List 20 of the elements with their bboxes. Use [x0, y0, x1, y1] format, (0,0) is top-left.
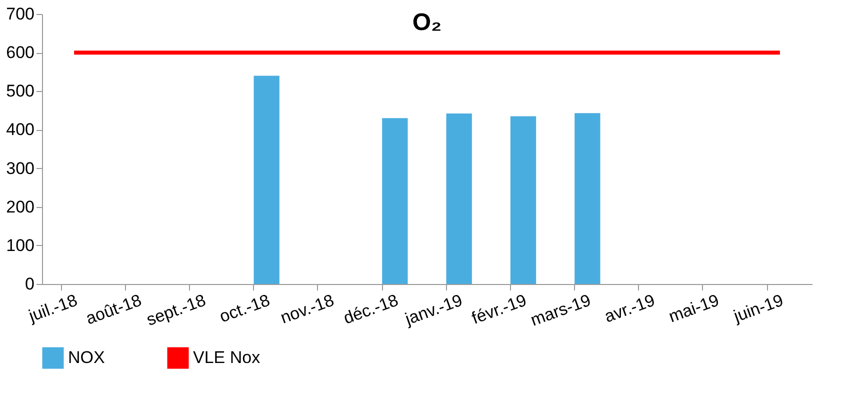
- x-tick-label: oct.-18: [217, 290, 272, 326]
- y-tick-label: 600: [6, 43, 34, 62]
- y-tick-label: 300: [6, 158, 34, 178]
- bar: [254, 76, 280, 284]
- y-tick-label: 200: [6, 197, 34, 216]
- x-tick-label: avr.-19: [602, 290, 658, 326]
- legend-label: NOX: [68, 348, 105, 367]
- chart-title: O₂: [412, 9, 442, 36]
- bar: [510, 116, 536, 284]
- bar: [446, 114, 472, 284]
- x-tick-label: févr.-19: [469, 290, 530, 328]
- bar: [574, 113, 600, 284]
- legend-label: VLE Nox: [193, 348, 261, 367]
- x-tick-label: mai-19: [666, 290, 722, 326]
- y-tick-label: 100: [6, 236, 34, 255]
- y-tick-label: 400: [6, 120, 34, 140]
- bar: [382, 118, 408, 284]
- y-tick-label: 0: [25, 274, 34, 294]
- y-tick-label: 500: [6, 82, 34, 101]
- y-tick-label: 700: [6, 4, 34, 24]
